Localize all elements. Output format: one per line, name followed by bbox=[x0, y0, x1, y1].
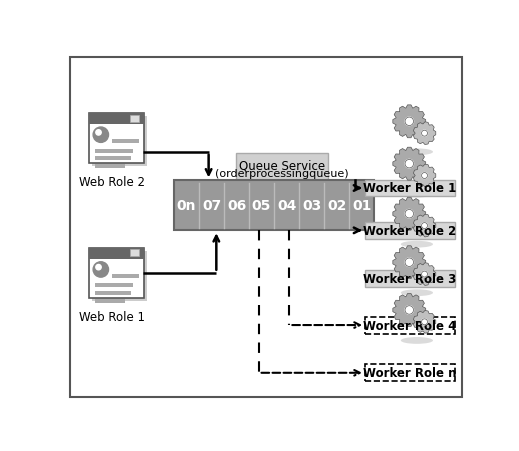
Circle shape bbox=[421, 173, 428, 179]
Text: (orderprocessingqueue): (orderprocessingqueue) bbox=[215, 169, 349, 179]
Polygon shape bbox=[414, 263, 436, 286]
FancyBboxPatch shape bbox=[112, 275, 139, 278]
Text: 06: 06 bbox=[227, 199, 246, 213]
Ellipse shape bbox=[401, 191, 433, 198]
FancyBboxPatch shape bbox=[70, 58, 462, 397]
Ellipse shape bbox=[401, 290, 433, 296]
Circle shape bbox=[421, 223, 428, 229]
Text: Worker Role 1: Worker Role 1 bbox=[363, 182, 457, 195]
FancyBboxPatch shape bbox=[94, 291, 131, 295]
Circle shape bbox=[93, 262, 108, 277]
Polygon shape bbox=[414, 215, 436, 237]
Text: 03: 03 bbox=[302, 199, 321, 213]
Text: 0n: 0n bbox=[177, 199, 196, 213]
FancyBboxPatch shape bbox=[365, 222, 455, 239]
FancyBboxPatch shape bbox=[94, 157, 131, 161]
FancyBboxPatch shape bbox=[236, 154, 328, 181]
Circle shape bbox=[421, 319, 428, 325]
FancyBboxPatch shape bbox=[89, 114, 144, 124]
Circle shape bbox=[405, 160, 414, 169]
FancyBboxPatch shape bbox=[94, 165, 125, 169]
FancyBboxPatch shape bbox=[91, 117, 147, 167]
FancyBboxPatch shape bbox=[174, 181, 374, 231]
Polygon shape bbox=[414, 165, 436, 188]
Text: Worker Role n: Worker Role n bbox=[363, 367, 457, 379]
Circle shape bbox=[405, 118, 414, 126]
FancyBboxPatch shape bbox=[89, 114, 144, 164]
Polygon shape bbox=[393, 246, 426, 279]
Circle shape bbox=[93, 128, 108, 143]
FancyBboxPatch shape bbox=[365, 180, 455, 197]
Text: Web Role 1: Web Role 1 bbox=[79, 310, 145, 323]
Polygon shape bbox=[393, 106, 426, 138]
Polygon shape bbox=[393, 198, 426, 230]
FancyBboxPatch shape bbox=[130, 250, 139, 257]
FancyBboxPatch shape bbox=[91, 251, 147, 301]
Text: 02: 02 bbox=[327, 199, 346, 213]
Text: 04: 04 bbox=[277, 199, 296, 213]
Ellipse shape bbox=[401, 241, 433, 248]
Polygon shape bbox=[414, 123, 436, 145]
Text: Worker Role 2: Worker Role 2 bbox=[363, 224, 457, 237]
FancyBboxPatch shape bbox=[94, 149, 133, 153]
Ellipse shape bbox=[401, 337, 433, 344]
Circle shape bbox=[96, 130, 101, 136]
Text: 07: 07 bbox=[202, 199, 221, 213]
FancyBboxPatch shape bbox=[89, 248, 144, 298]
FancyBboxPatch shape bbox=[89, 248, 144, 259]
Text: Worker Role 3: Worker Role 3 bbox=[363, 273, 457, 286]
Text: 01: 01 bbox=[352, 199, 372, 213]
Circle shape bbox=[421, 131, 428, 137]
Text: Worker Role 4: Worker Role 4 bbox=[363, 319, 457, 332]
FancyBboxPatch shape bbox=[112, 140, 139, 144]
Circle shape bbox=[421, 272, 428, 277]
Circle shape bbox=[96, 265, 101, 270]
Polygon shape bbox=[393, 148, 426, 181]
Circle shape bbox=[405, 306, 414, 314]
Ellipse shape bbox=[401, 149, 433, 156]
Circle shape bbox=[405, 210, 414, 218]
Text: Web Role 2: Web Role 2 bbox=[79, 175, 145, 189]
FancyBboxPatch shape bbox=[94, 299, 125, 303]
FancyBboxPatch shape bbox=[365, 317, 455, 334]
Polygon shape bbox=[414, 311, 436, 333]
Text: Queue Service: Queue Service bbox=[239, 159, 325, 172]
FancyBboxPatch shape bbox=[94, 284, 133, 288]
FancyBboxPatch shape bbox=[365, 271, 455, 288]
Circle shape bbox=[405, 258, 414, 267]
Polygon shape bbox=[393, 294, 426, 327]
Text: 05: 05 bbox=[252, 199, 271, 213]
FancyBboxPatch shape bbox=[130, 115, 139, 122]
FancyBboxPatch shape bbox=[365, 364, 455, 382]
